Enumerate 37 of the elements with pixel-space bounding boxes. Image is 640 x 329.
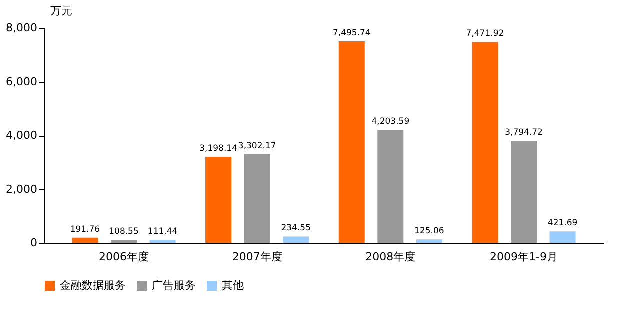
data-label: 111.44 xyxy=(148,227,178,238)
data-label: 4,203.59 xyxy=(372,117,410,128)
bar xyxy=(244,154,270,243)
data-label: 7,471.92 xyxy=(466,29,504,40)
bar xyxy=(511,141,537,243)
bar xyxy=(150,240,176,243)
y-tick-label: 0 xyxy=(30,236,38,250)
bar xyxy=(338,42,365,243)
legend-label: 广告服务 xyxy=(152,279,196,292)
data-label: 7,495.74 xyxy=(332,28,371,39)
bar xyxy=(111,240,137,243)
data-label: 108.55 xyxy=(109,227,139,238)
y-axis-title: 万元 xyxy=(50,4,72,18)
data-label: 3,794.72 xyxy=(505,128,543,138)
data-label: 191.76 xyxy=(70,224,100,235)
legend-label: 其他 xyxy=(222,279,244,292)
bar xyxy=(378,130,404,243)
x-tick-label: 2009年1-9月 xyxy=(490,250,558,264)
x-tick-label: 2007年度 xyxy=(232,250,282,264)
y-tick-label: 2,000 xyxy=(6,182,38,196)
x-tick-label: 2008年度 xyxy=(366,250,416,264)
data-label: 234.55 xyxy=(281,224,311,234)
data-label: 125.06 xyxy=(414,226,444,237)
y-tick-label: 4,000 xyxy=(6,129,38,142)
bar xyxy=(550,232,576,243)
y-tick-label: 8,000 xyxy=(6,22,38,34)
legend-label: 金融数据服务 xyxy=(60,279,126,292)
data-label: 3,198.14 xyxy=(200,144,238,154)
bar xyxy=(416,240,442,243)
bar xyxy=(283,236,310,243)
data-label: 421.69 xyxy=(548,218,578,229)
y-tick-label: 6,000 xyxy=(6,75,38,88)
bar xyxy=(472,42,498,243)
data-label: 3,302.17 xyxy=(238,141,276,152)
bar xyxy=(206,157,232,243)
x-tick-label: 2006年度 xyxy=(99,250,149,264)
bar xyxy=(72,238,98,243)
